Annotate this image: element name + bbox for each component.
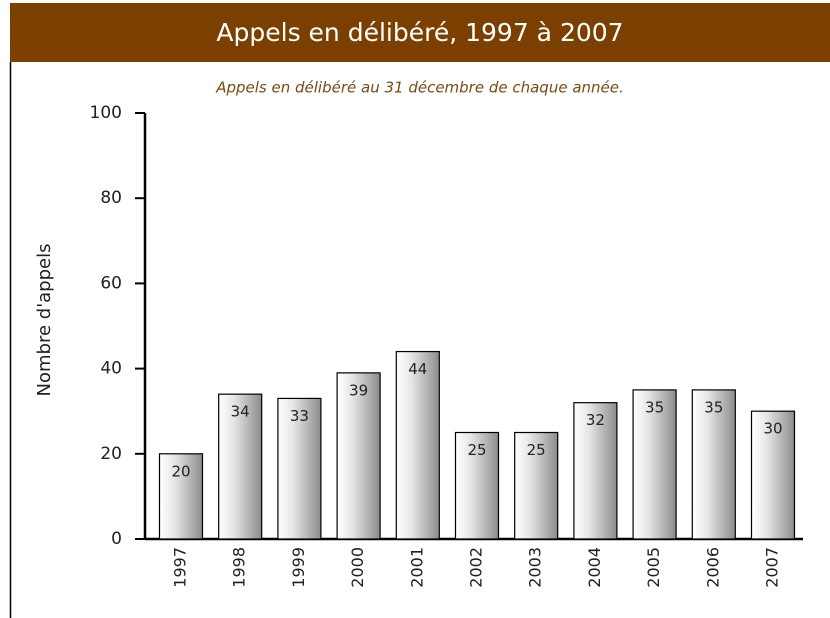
bar (573, 402, 618, 540)
x-tick-label: 1998 (230, 547, 249, 588)
bar (750, 410, 796, 540)
x-tick-label: 2003 (526, 547, 545, 588)
data-label: 25 (527, 441, 546, 459)
y-tick-label: 40 (100, 359, 122, 379)
bar (158, 453, 204, 540)
data-label: 32 (586, 411, 605, 429)
y-tick-label: 100 (90, 103, 122, 123)
x-tick-label: 2000 (348, 547, 367, 588)
bar (218, 393, 263, 540)
chart-title: Appels en délibéré, 1997 à 2007 (216, 18, 623, 47)
header-band (10, 3, 830, 62)
data-label: 44 (408, 360, 427, 378)
x-tick-label: 1999 (289, 547, 308, 588)
x-tick-label: 2007 (763, 547, 782, 588)
x-tick-label: 2001 (407, 547, 426, 588)
bar (277, 397, 322, 540)
x-tick-label: 1997 (171, 547, 190, 588)
bar (454, 431, 500, 540)
y-tick-label: 20 (100, 444, 122, 464)
data-label: 35 (645, 398, 664, 416)
y-tick-label: 80 (100, 188, 122, 208)
x-tick-label: 2006 (703, 547, 722, 588)
x-tick-label: 2002 (467, 547, 486, 588)
bar (632, 389, 677, 540)
y-tick-label: 60 (100, 273, 122, 293)
x-tick-label: 2004 (585, 547, 604, 588)
data-label: 34 (231, 403, 250, 421)
data-label: 35 (704, 398, 723, 416)
data-label: 25 (467, 441, 486, 459)
bar (395, 350, 440, 540)
y-axis-label: Nombre d'appels (34, 244, 55, 397)
x-tick-label: 2005 (644, 547, 663, 588)
data-label: 33 (290, 407, 309, 425)
bar (336, 372, 381, 540)
y-tick-label: 0 (111, 529, 122, 549)
chart-subtitle: Appels en délibéré au 31 décembre de cha… (215, 79, 624, 97)
bar (514, 431, 559, 540)
data-label: 39 (349, 381, 368, 399)
data-label: 20 (171, 462, 190, 480)
data-label: 30 (763, 420, 782, 438)
bar (691, 389, 736, 540)
